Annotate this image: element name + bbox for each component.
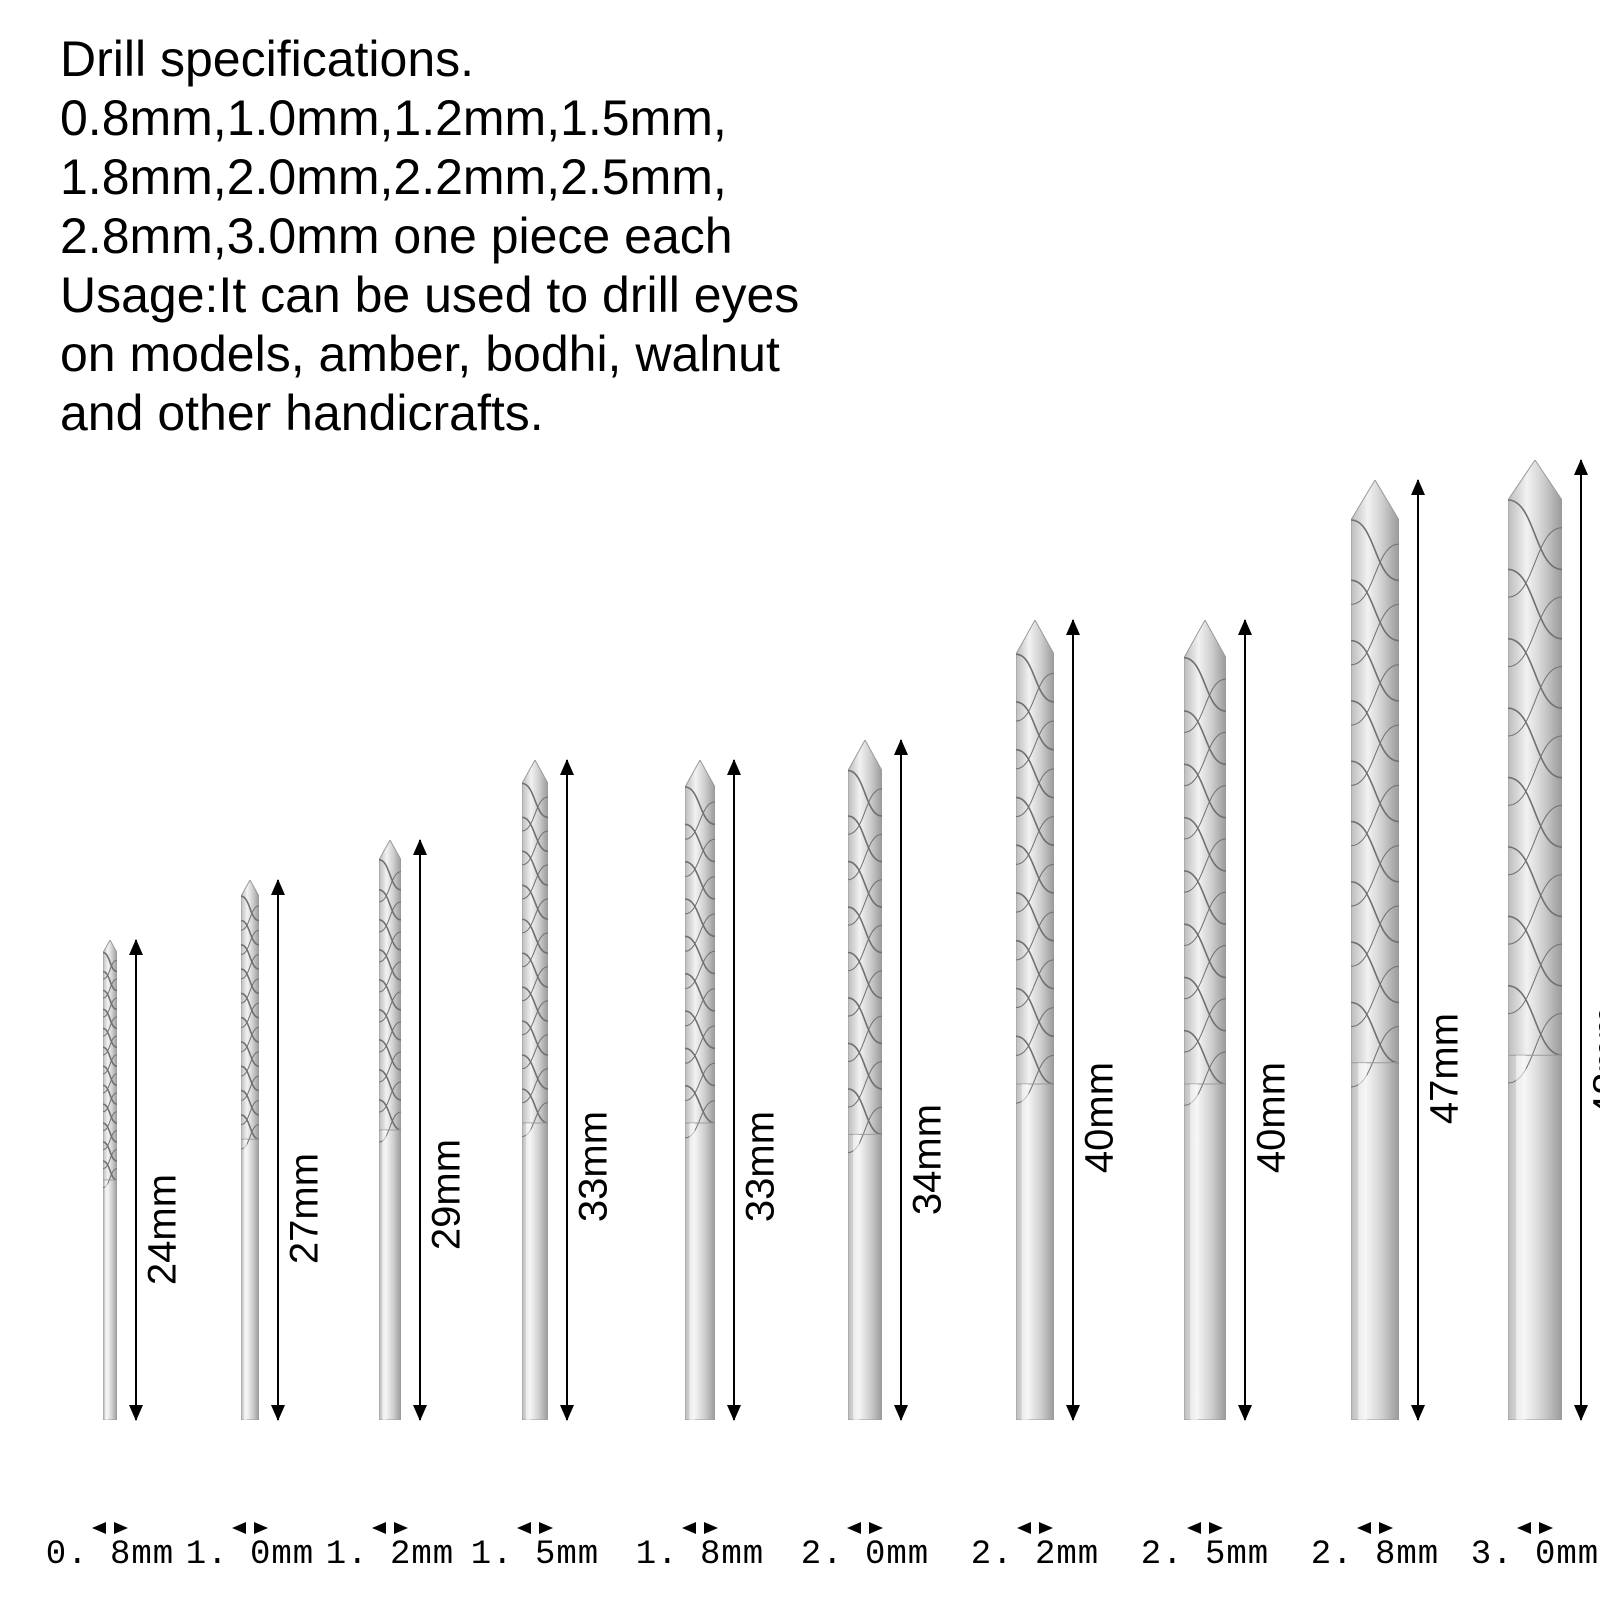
width-label: 2. 2mm — [965, 1536, 1105, 1574]
length-dimension — [1244, 620, 1246, 1420]
length-label: 33mm — [739, 1067, 784, 1267]
drills-row: 24mm 27mm 29mm — [0, 420, 1600, 1420]
width-label: 1. 0mm — [180, 1536, 320, 1574]
width-label: 0. 8mm — [40, 1536, 180, 1574]
length-label: 40mm — [1078, 1018, 1123, 1218]
width-marker: 1. 5mm — [465, 1520, 605, 1574]
width-marker: 0. 8mm — [40, 1520, 180, 1574]
width-marker: 3. 0mm — [1465, 1520, 1600, 1574]
width-label: 2. 5mm — [1135, 1536, 1275, 1574]
drill-bit-icon — [1016, 620, 1054, 1420]
width-marker: 1. 2mm — [320, 1520, 460, 1574]
width-label: 2. 8mm — [1305, 1536, 1445, 1574]
drill-bit-icon — [103, 940, 117, 1420]
length-dimension — [566, 760, 568, 1420]
length-label: 47mm — [1423, 969, 1468, 1169]
drill-bit-icon — [1184, 620, 1226, 1420]
width-marker: 2. 2mm — [965, 1520, 1105, 1574]
length-label: 48mm — [1586, 962, 1600, 1162]
width-marker: 1. 8mm — [630, 1520, 770, 1574]
length-label: 40mm — [1250, 1018, 1295, 1218]
drill-bit-icon — [379, 840, 401, 1420]
width-arrows-icon — [320, 1520, 460, 1536]
width-marker: 2. 5mm — [1135, 1520, 1275, 1574]
drill-bit-icon — [1351, 480, 1399, 1420]
length-label: 27mm — [283, 1109, 328, 1309]
length-dimension — [419, 840, 421, 1420]
width-label: 2. 0mm — [795, 1536, 935, 1574]
width-arrows-icon — [465, 1520, 605, 1536]
length-label: 24mm — [141, 1130, 186, 1330]
length-dimension — [1072, 620, 1074, 1420]
width-label: 1. 5mm — [465, 1536, 605, 1574]
drill-bit-icon — [241, 880, 259, 1420]
width-label: 1. 8mm — [630, 1536, 770, 1574]
spec-text: Drill specifications. 0.8mm,1.0mm,1.2mm,… — [60, 30, 799, 443]
length-dimension — [277, 880, 279, 1420]
width-arrows-icon — [1305, 1520, 1445, 1536]
length-dimension — [1417, 480, 1419, 1420]
width-arrows-icon — [630, 1520, 770, 1536]
drill-bit-icon — [685, 760, 715, 1420]
length-label: 29mm — [425, 1095, 470, 1295]
width-arrows-icon — [1465, 1520, 1600, 1536]
width-row: 0. 8mm1. 0mm1. 2mm1. 5mm 1. 8mm 2. 0mm 2. 2… — [0, 1520, 1600, 1580]
drill-bit-icon — [1508, 460, 1562, 1420]
length-dimension — [135, 940, 137, 1420]
drill-diagram: 24mm 27mm 29mm — [0, 510, 1600, 1600]
width-arrows-icon — [40, 1520, 180, 1536]
width-arrows-icon — [180, 1520, 320, 1536]
length-label: 34mm — [906, 1060, 951, 1260]
width-marker: 1. 0mm — [180, 1520, 320, 1574]
length-dimension — [1580, 460, 1582, 1420]
width-marker: 2. 8mm — [1305, 1520, 1445, 1574]
width-arrows-icon — [795, 1520, 935, 1536]
width-arrows-icon — [1135, 1520, 1275, 1536]
width-label: 1. 2mm — [320, 1536, 460, 1574]
length-dimension — [733, 760, 735, 1420]
drill-bit-icon — [848, 740, 882, 1420]
width-arrows-icon — [965, 1520, 1105, 1536]
width-label: 3. 0mm — [1465, 1536, 1600, 1574]
width-marker: 2. 0mm — [795, 1520, 935, 1574]
length-dimension — [900, 740, 902, 1420]
drill-bit-icon — [522, 760, 548, 1420]
length-label: 33mm — [572, 1067, 617, 1267]
